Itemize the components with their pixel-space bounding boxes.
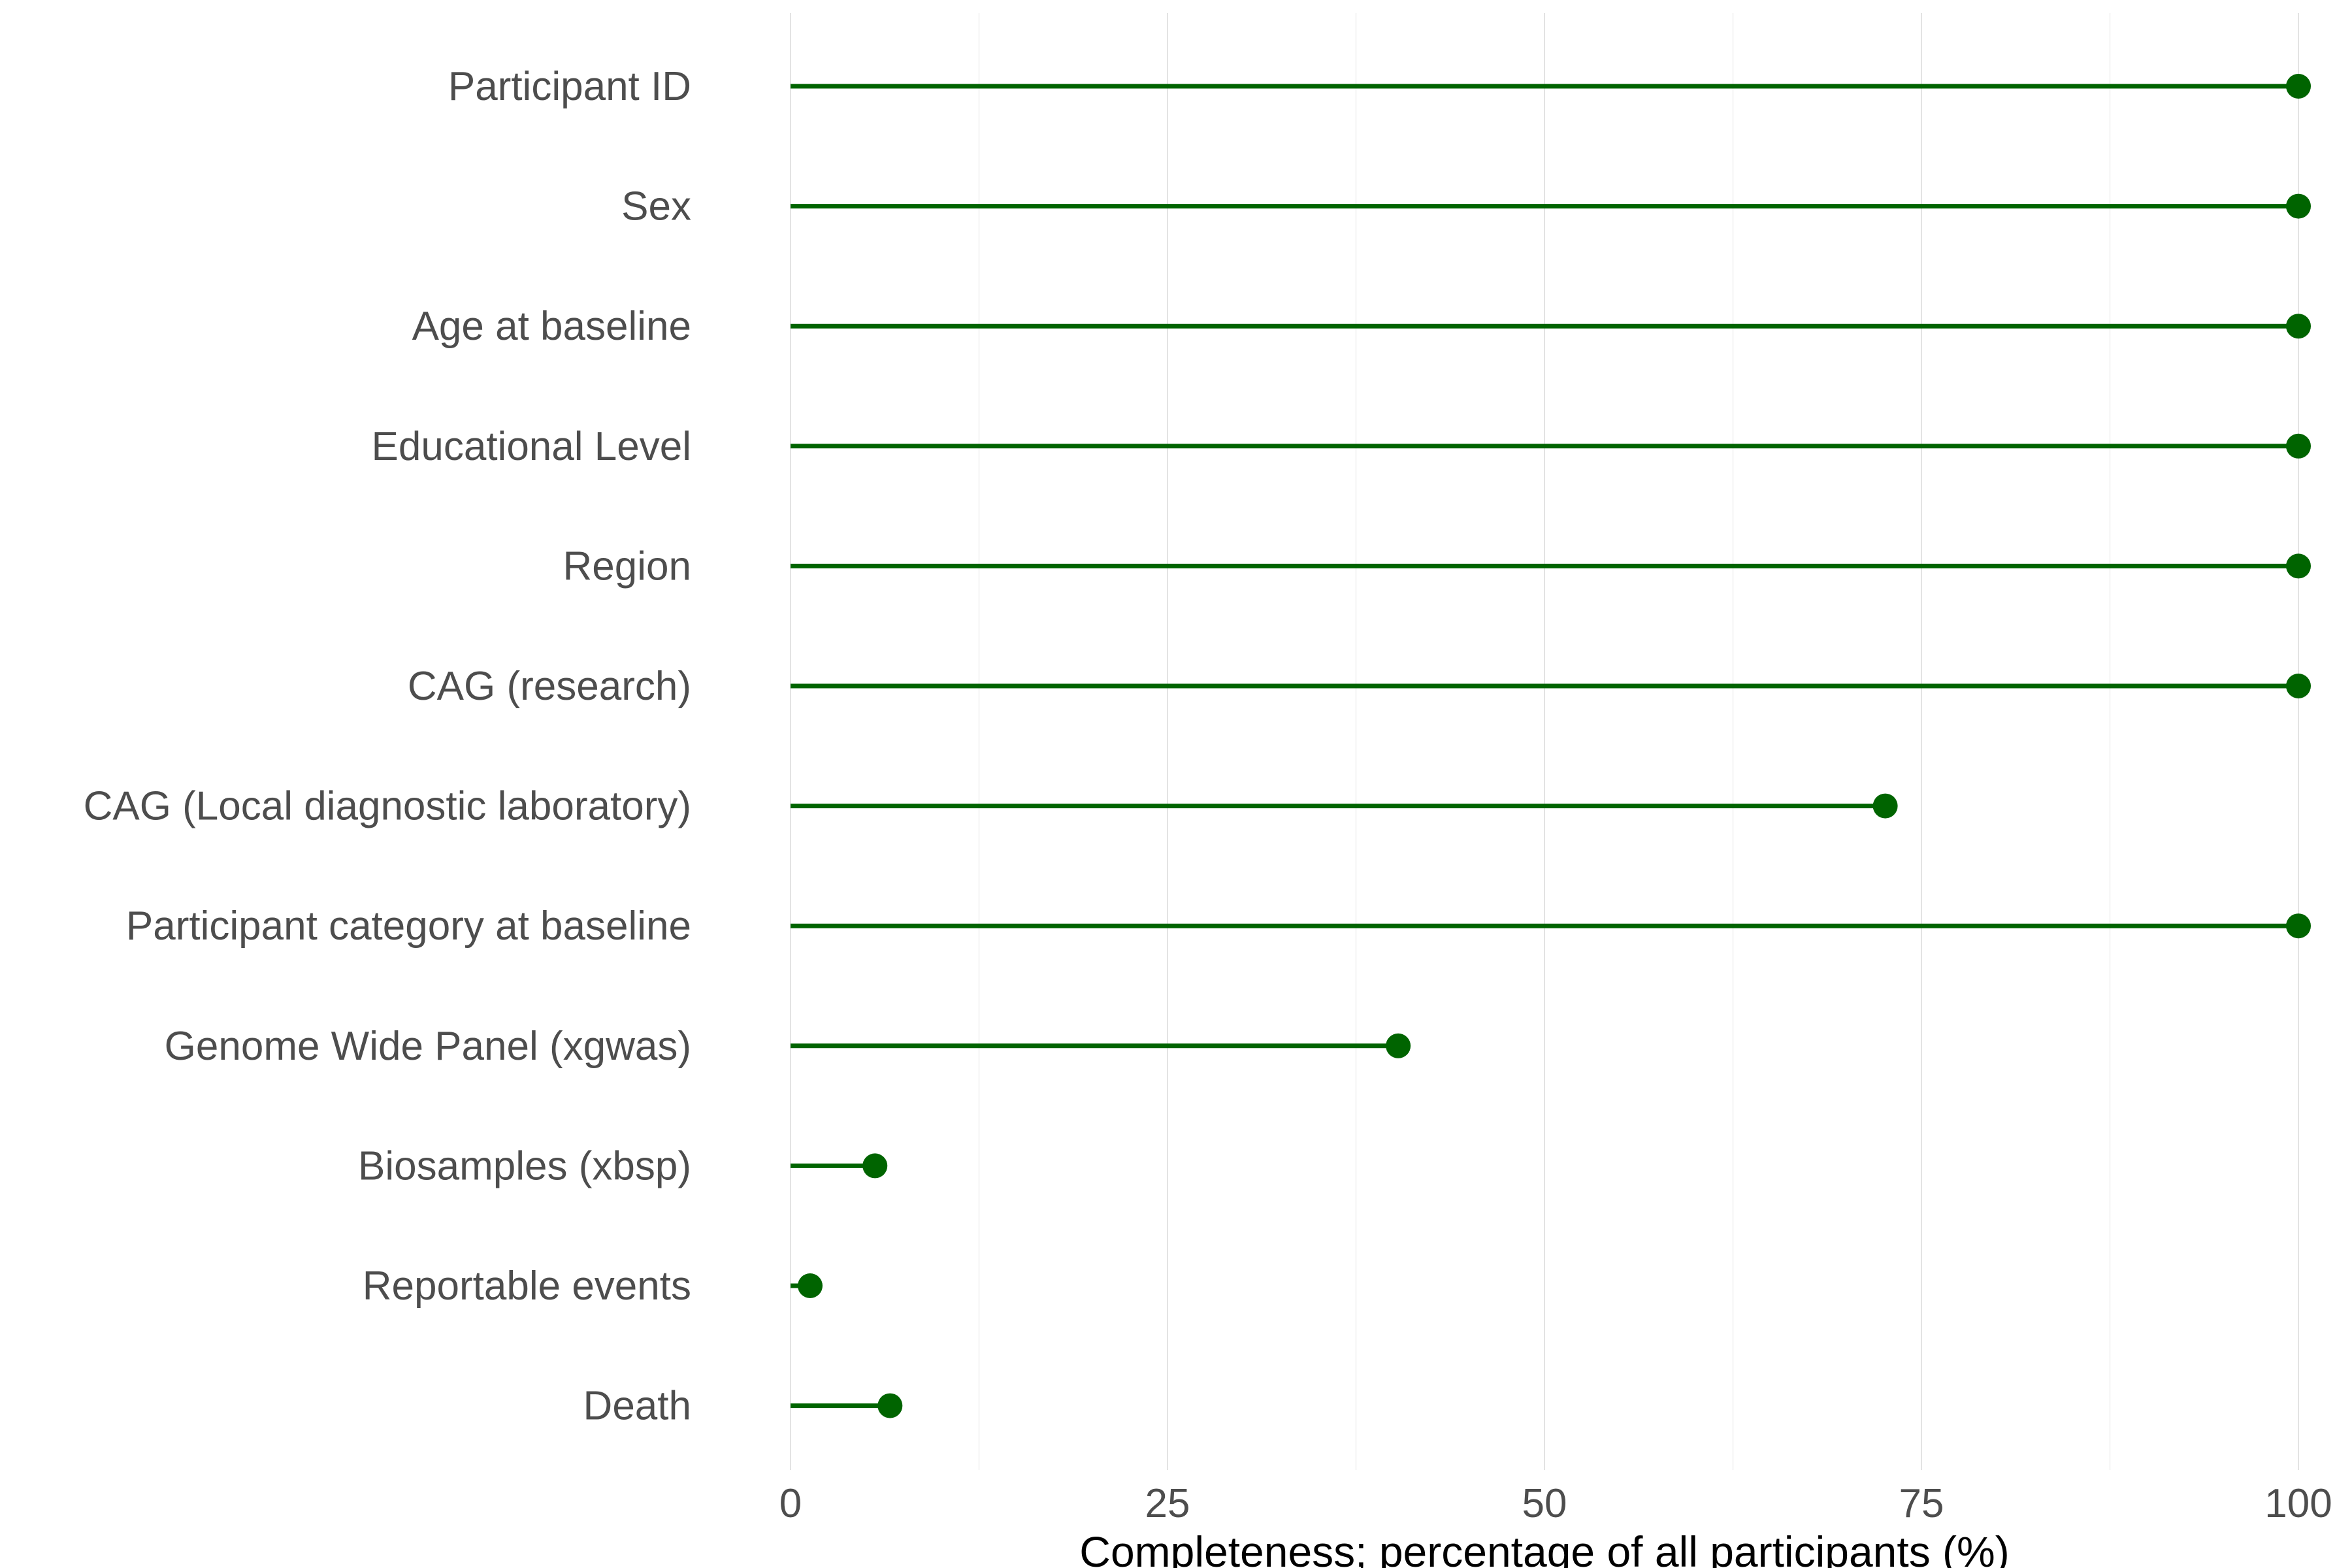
lollipop-dot: [2286, 74, 2311, 99]
category-label: Region: [563, 544, 691, 589]
lollipop-dot: [2286, 433, 2311, 459]
lollipop-dot: [2286, 913, 2311, 939]
gridlines: [790, 13, 2299, 1470]
category-label: Participant category at baseline: [126, 904, 691, 949]
category-label: Death: [583, 1384, 691, 1429]
category-label: Sex: [621, 184, 691, 229]
lollipop-dot: [2286, 193, 2311, 219]
lollipop-dot: [2286, 553, 2311, 579]
lollipop-dot: [877, 1393, 903, 1418]
lollipop-dot: [2286, 674, 2311, 698]
lollipop-dot: [798, 1273, 823, 1298]
x-axis-title: Completeness; percentage of all particip…: [1079, 1527, 2009, 1568]
x-tick-label: 100: [2264, 1481, 2332, 1526]
category-label: Participant ID: [448, 64, 691, 109]
lollipop-dots: [798, 74, 2311, 1418]
category-label: CAG (research): [408, 664, 691, 709]
category-label: Age at baseline: [412, 304, 691, 349]
lollipop-dot: [2286, 314, 2311, 339]
lollipop-stems: [791, 84, 2298, 1409]
lollipop-dot: [862, 1153, 888, 1179]
lollipop-dot: [1872, 793, 1898, 819]
lollipop-dot: [1386, 1033, 1411, 1058]
x-tick-label: 75: [1899, 1481, 1944, 1526]
category-label: Genome Wide Panel (xgwas): [165, 1024, 691, 1069]
category-label: CAG (Local diagnostic laboratory): [84, 784, 691, 829]
x-tick-label: 50: [1522, 1481, 1567, 1526]
category-label: Reportable events: [363, 1264, 691, 1309]
x-tick-labels: 0 25 50 75 100: [779, 1481, 2332, 1526]
x-tick-label: 0: [779, 1481, 802, 1526]
x-tick-label: 25: [1145, 1481, 1190, 1526]
category-label: Biosamples (xbsp): [358, 1143, 691, 1188]
category-label: Educational Level: [372, 424, 691, 469]
category-labels: Participant ID Sex Age at baseline Educatio…: [84, 64, 691, 1429]
